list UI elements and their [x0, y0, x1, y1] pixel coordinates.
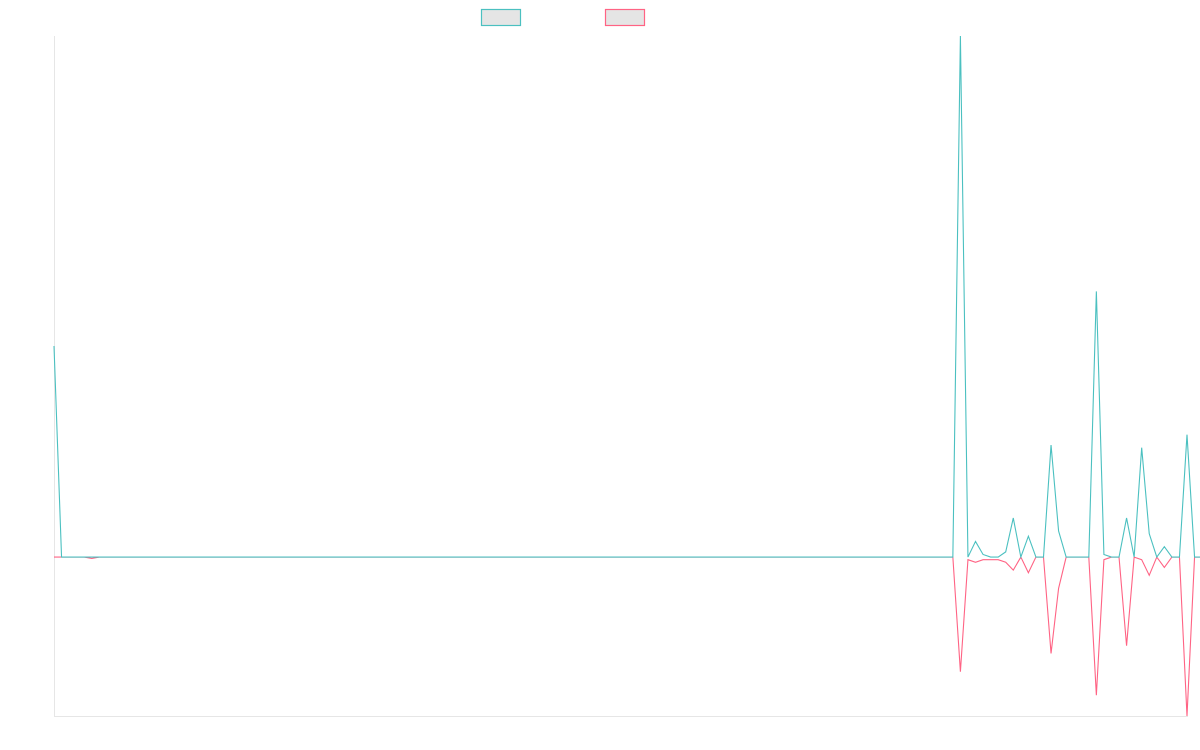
- legend-swatch: [480, 8, 522, 27]
- series-lines: [53, 35, 1200, 717]
- legend-item-2[interactable]: [604, 8, 646, 27]
- axes: [54, 36, 1188, 717]
- legend-swatch: [604, 8, 646, 27]
- legend: [480, 8, 646, 27]
- legend-item-1[interactable]: [480, 8, 522, 27]
- series-line-2: [54, 555, 1200, 717]
- series-line-1: [53, 35, 1200, 560]
